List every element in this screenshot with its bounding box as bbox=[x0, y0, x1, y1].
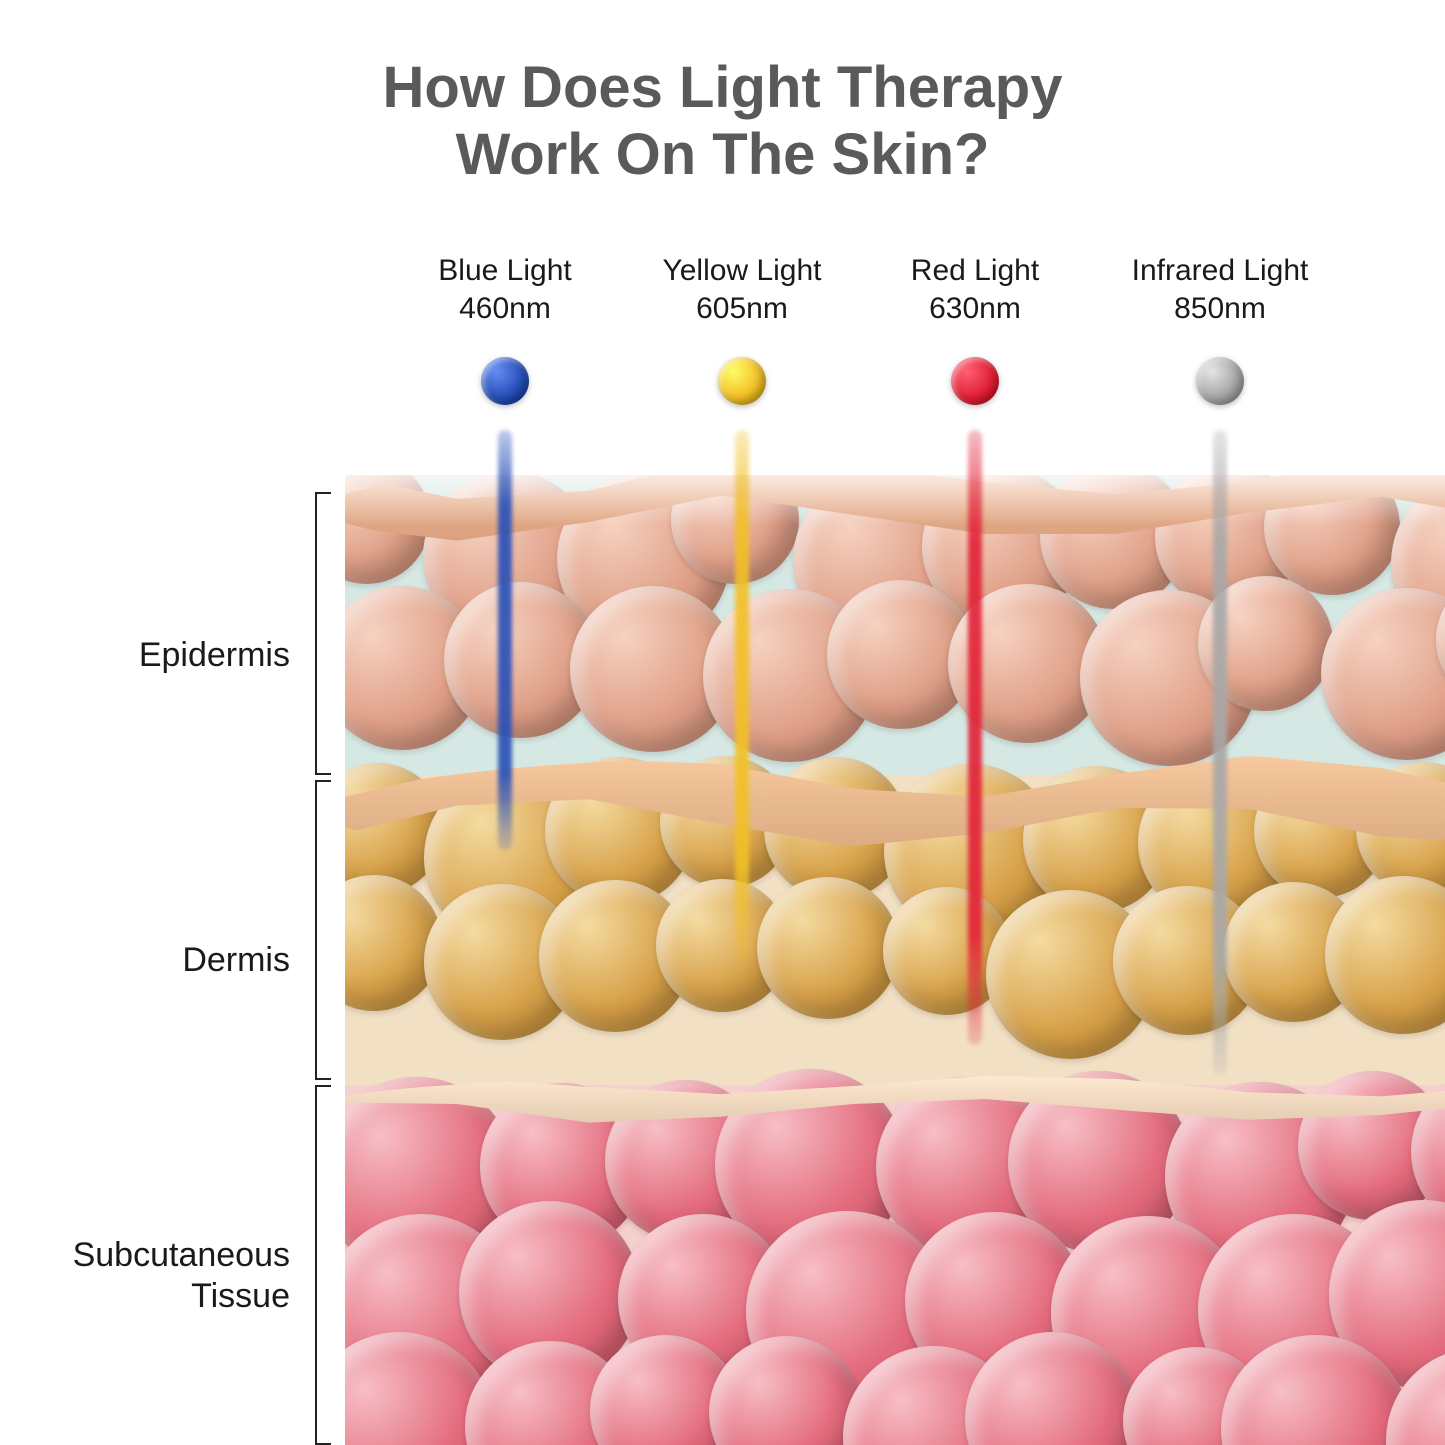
light-blue-light: Blue Light460nm bbox=[415, 252, 595, 405]
light-beam bbox=[498, 430, 512, 850]
bracket-epidermis bbox=[315, 492, 317, 775]
light-infrared-light: Infrared Light850nm bbox=[1130, 252, 1310, 405]
layer-label-epidermis: Epidermis bbox=[10, 635, 290, 676]
light-beam bbox=[1213, 430, 1227, 1075]
bracket-dermis bbox=[315, 780, 317, 1080]
cell bbox=[757, 877, 899, 1019]
light-label: Blue Light460nm bbox=[438, 252, 571, 327]
light-dot bbox=[1196, 357, 1244, 405]
title-line2: Work On The Skin? bbox=[0, 122, 1445, 189]
light-beam bbox=[968, 430, 982, 1045]
page-title: How Does Light Therapy Work On The Skin? bbox=[0, 55, 1445, 188]
light-red-light: Red Light630nm bbox=[885, 252, 1065, 405]
light-beam bbox=[735, 430, 749, 960]
light-label: Red Light630nm bbox=[911, 252, 1039, 327]
light-dot bbox=[718, 357, 766, 405]
light-dot bbox=[951, 357, 999, 405]
light-label: Infrared Light850nm bbox=[1132, 252, 1309, 327]
bracket-subcutaneous bbox=[315, 1085, 317, 1445]
light-yellow-light: Yellow Light605nm bbox=[652, 252, 832, 405]
light-label: Yellow Light605nm bbox=[662, 252, 821, 327]
cells-subcutaneous bbox=[345, 1085, 1445, 1445]
light-dot bbox=[481, 357, 529, 405]
layer-label-subcutaneous: SubcutaneousTissue bbox=[10, 1235, 290, 1317]
layer-label-dermis: Dermis bbox=[10, 940, 290, 981]
cell bbox=[1325, 876, 1445, 1034]
cell bbox=[1321, 588, 1445, 760]
title-line1: How Does Light Therapy bbox=[0, 55, 1445, 122]
